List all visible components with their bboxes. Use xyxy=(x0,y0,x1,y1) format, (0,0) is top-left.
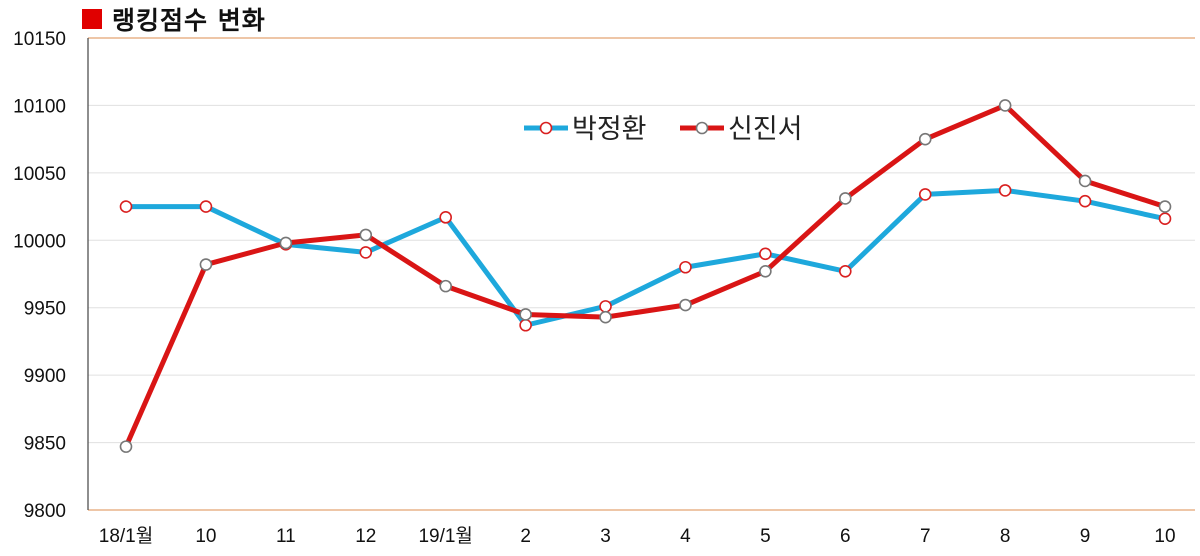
data-point xyxy=(519,308,532,321)
legend-label: 박정환 xyxy=(572,114,647,145)
data-point xyxy=(1078,174,1092,188)
y-tick-label: 10000 xyxy=(13,231,66,252)
data-point xyxy=(759,265,772,278)
data-point xyxy=(599,310,612,324)
data-point xyxy=(679,298,692,312)
data-point xyxy=(998,184,1012,197)
data-point xyxy=(918,188,932,201)
x-tick-label: 4 xyxy=(680,526,691,547)
x-tick-label: 10 xyxy=(1154,526,1175,547)
legend-swatch-marker xyxy=(539,121,553,135)
series-line-1 xyxy=(123,187,1168,328)
data-point xyxy=(359,228,373,242)
data-point xyxy=(1158,200,1172,213)
x-tick-label: 5 xyxy=(760,526,771,547)
x-tick-label: 2 xyxy=(520,526,531,547)
y-tick-label: 10050 xyxy=(13,164,66,185)
x-tick-label: 11 xyxy=(276,526,296,547)
x-tick-label: 6 xyxy=(840,526,851,547)
data-point xyxy=(359,246,373,259)
data-point xyxy=(519,318,532,332)
data-point xyxy=(679,260,692,274)
x-tick-label: 9 xyxy=(1080,526,1091,547)
x-tick-label: 18/1월 xyxy=(99,525,153,547)
y-tick-label: 9800 xyxy=(24,501,66,522)
series-line-2 xyxy=(123,102,1168,450)
y-tick-label: 10150 xyxy=(13,29,66,50)
legend-label: 신진서 xyxy=(728,114,803,145)
x-tick-label: 12 xyxy=(355,526,376,547)
y-tick-label: 9950 xyxy=(24,299,66,320)
data-point xyxy=(119,200,133,213)
data-point xyxy=(759,247,772,261)
x-tick-label: 19/1월 xyxy=(418,525,472,547)
y-tick-label: 10100 xyxy=(13,96,66,117)
data-point xyxy=(1158,212,1172,226)
data-point xyxy=(839,265,852,278)
legend-swatch-marker xyxy=(695,121,709,135)
y-tick-label: 9900 xyxy=(24,366,66,387)
data-point xyxy=(119,440,133,453)
data-point xyxy=(839,192,852,205)
data-point xyxy=(439,211,452,224)
y-tick-label: 9850 xyxy=(24,434,66,455)
data-point xyxy=(599,300,612,313)
data-point xyxy=(998,99,1012,112)
x-tick-label: 10 xyxy=(195,526,216,547)
title-marker-square xyxy=(82,9,102,29)
data-point xyxy=(918,132,932,146)
chart-title: 랭킹점수 변화 xyxy=(82,2,266,36)
data-point xyxy=(439,279,452,293)
data-point xyxy=(279,236,293,250)
data-point xyxy=(199,200,213,213)
x-tick-label: 8 xyxy=(1000,526,1011,547)
x-tick-label: 7 xyxy=(920,526,931,547)
chart-title-text: 랭킹점수 변화 xyxy=(112,6,266,35)
data-point xyxy=(199,258,213,271)
x-tick-label: 3 xyxy=(600,526,611,547)
data-point xyxy=(1078,194,1092,208)
